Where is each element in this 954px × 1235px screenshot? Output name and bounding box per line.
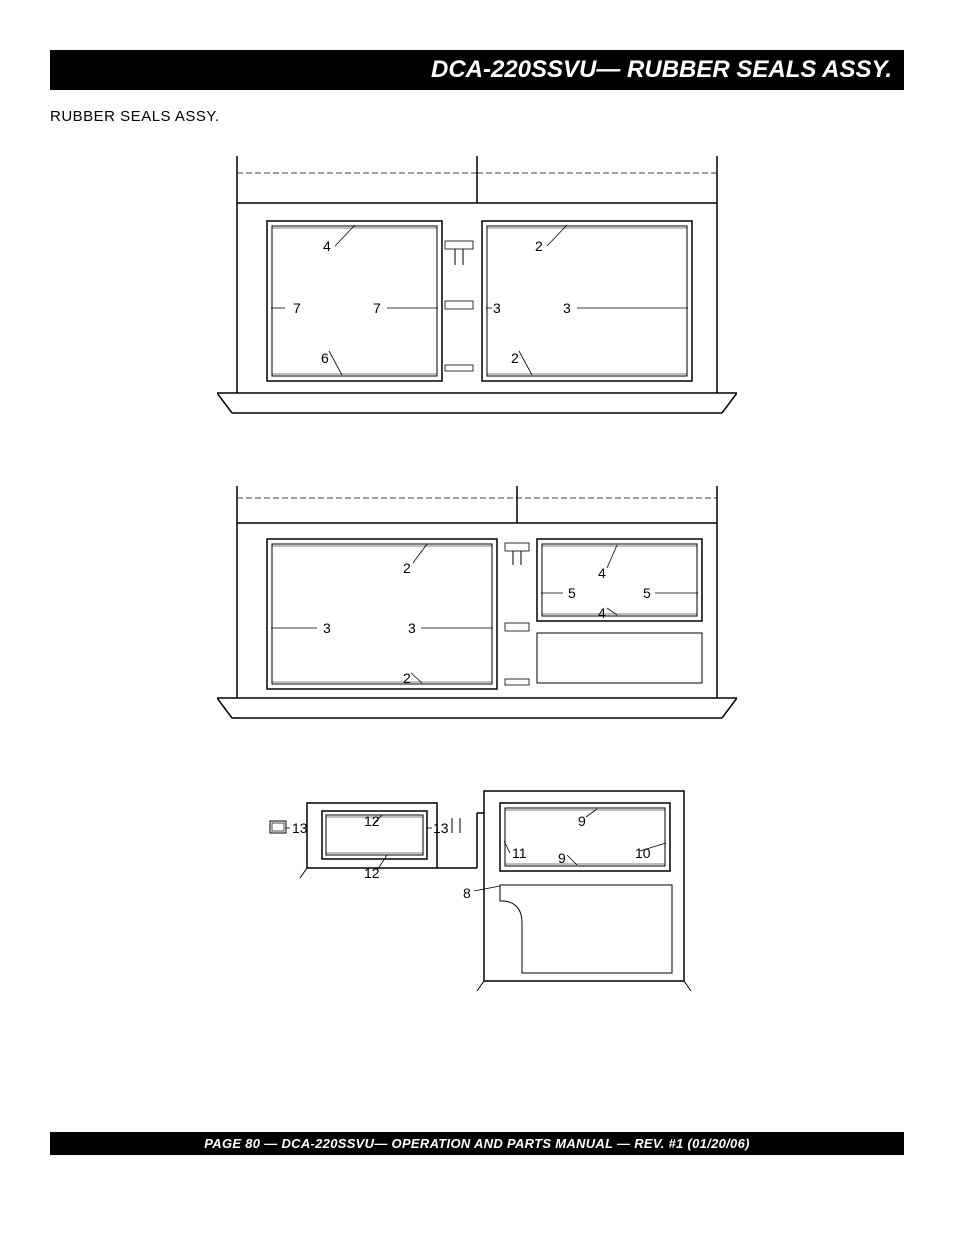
svg-text:3: 3	[323, 620, 331, 636]
svg-text:12: 12	[364, 813, 380, 829]
svg-text:7: 7	[293, 300, 301, 316]
svg-text:3: 3	[493, 300, 501, 316]
svg-text:13: 13	[292, 820, 308, 836]
subtitle: RUBBER SEALS ASSY.	[50, 108, 904, 125]
svg-text:12: 12	[364, 865, 380, 881]
footer-text: PAGE 80 — DCA-220SSVU— OPERATION AND PAR…	[204, 1136, 749, 1151]
svg-text:2: 2	[403, 670, 411, 686]
svg-text:5: 5	[568, 585, 576, 601]
svg-text:2: 2	[403, 560, 411, 576]
svg-text:9: 9	[558, 850, 566, 866]
diagram-middle: 2 4 5 5 4 3 3 2	[217, 483, 737, 733]
svg-text:9: 9	[578, 813, 586, 829]
svg-text:11: 11	[512, 845, 527, 861]
diagrams-container: 4 2 7 7 3 3 6 2	[50, 153, 904, 993]
svg-text:4: 4	[598, 605, 606, 621]
diagram-top: 4 2 7 7 3 3 6 2	[217, 153, 737, 443]
svg-text:4: 4	[598, 565, 606, 581]
page-footer-bar: PAGE 80 — DCA-220SSVU— OPERATION AND PAR…	[50, 1132, 904, 1155]
svg-text:7: 7	[373, 300, 381, 316]
svg-text:2: 2	[535, 238, 543, 254]
diagram-bottom: 13 12 13 9 12 11 9 10 8	[252, 773, 702, 993]
svg-text:2: 2	[511, 350, 519, 366]
page-title: DCA-220SSVU— RUBBER SEALS ASSY.	[431, 56, 892, 83]
page-title-bar: DCA-220SSVU— RUBBER SEALS ASSY.	[50, 50, 904, 90]
svg-text:13: 13	[433, 820, 449, 836]
svg-text:3: 3	[408, 620, 416, 636]
svg-text:8: 8	[463, 885, 471, 901]
svg-text:4: 4	[323, 238, 331, 254]
svg-text:6: 6	[321, 350, 329, 366]
svg-text:10: 10	[635, 845, 651, 861]
svg-text:5: 5	[643, 585, 651, 601]
svg-text:3: 3	[563, 300, 571, 316]
